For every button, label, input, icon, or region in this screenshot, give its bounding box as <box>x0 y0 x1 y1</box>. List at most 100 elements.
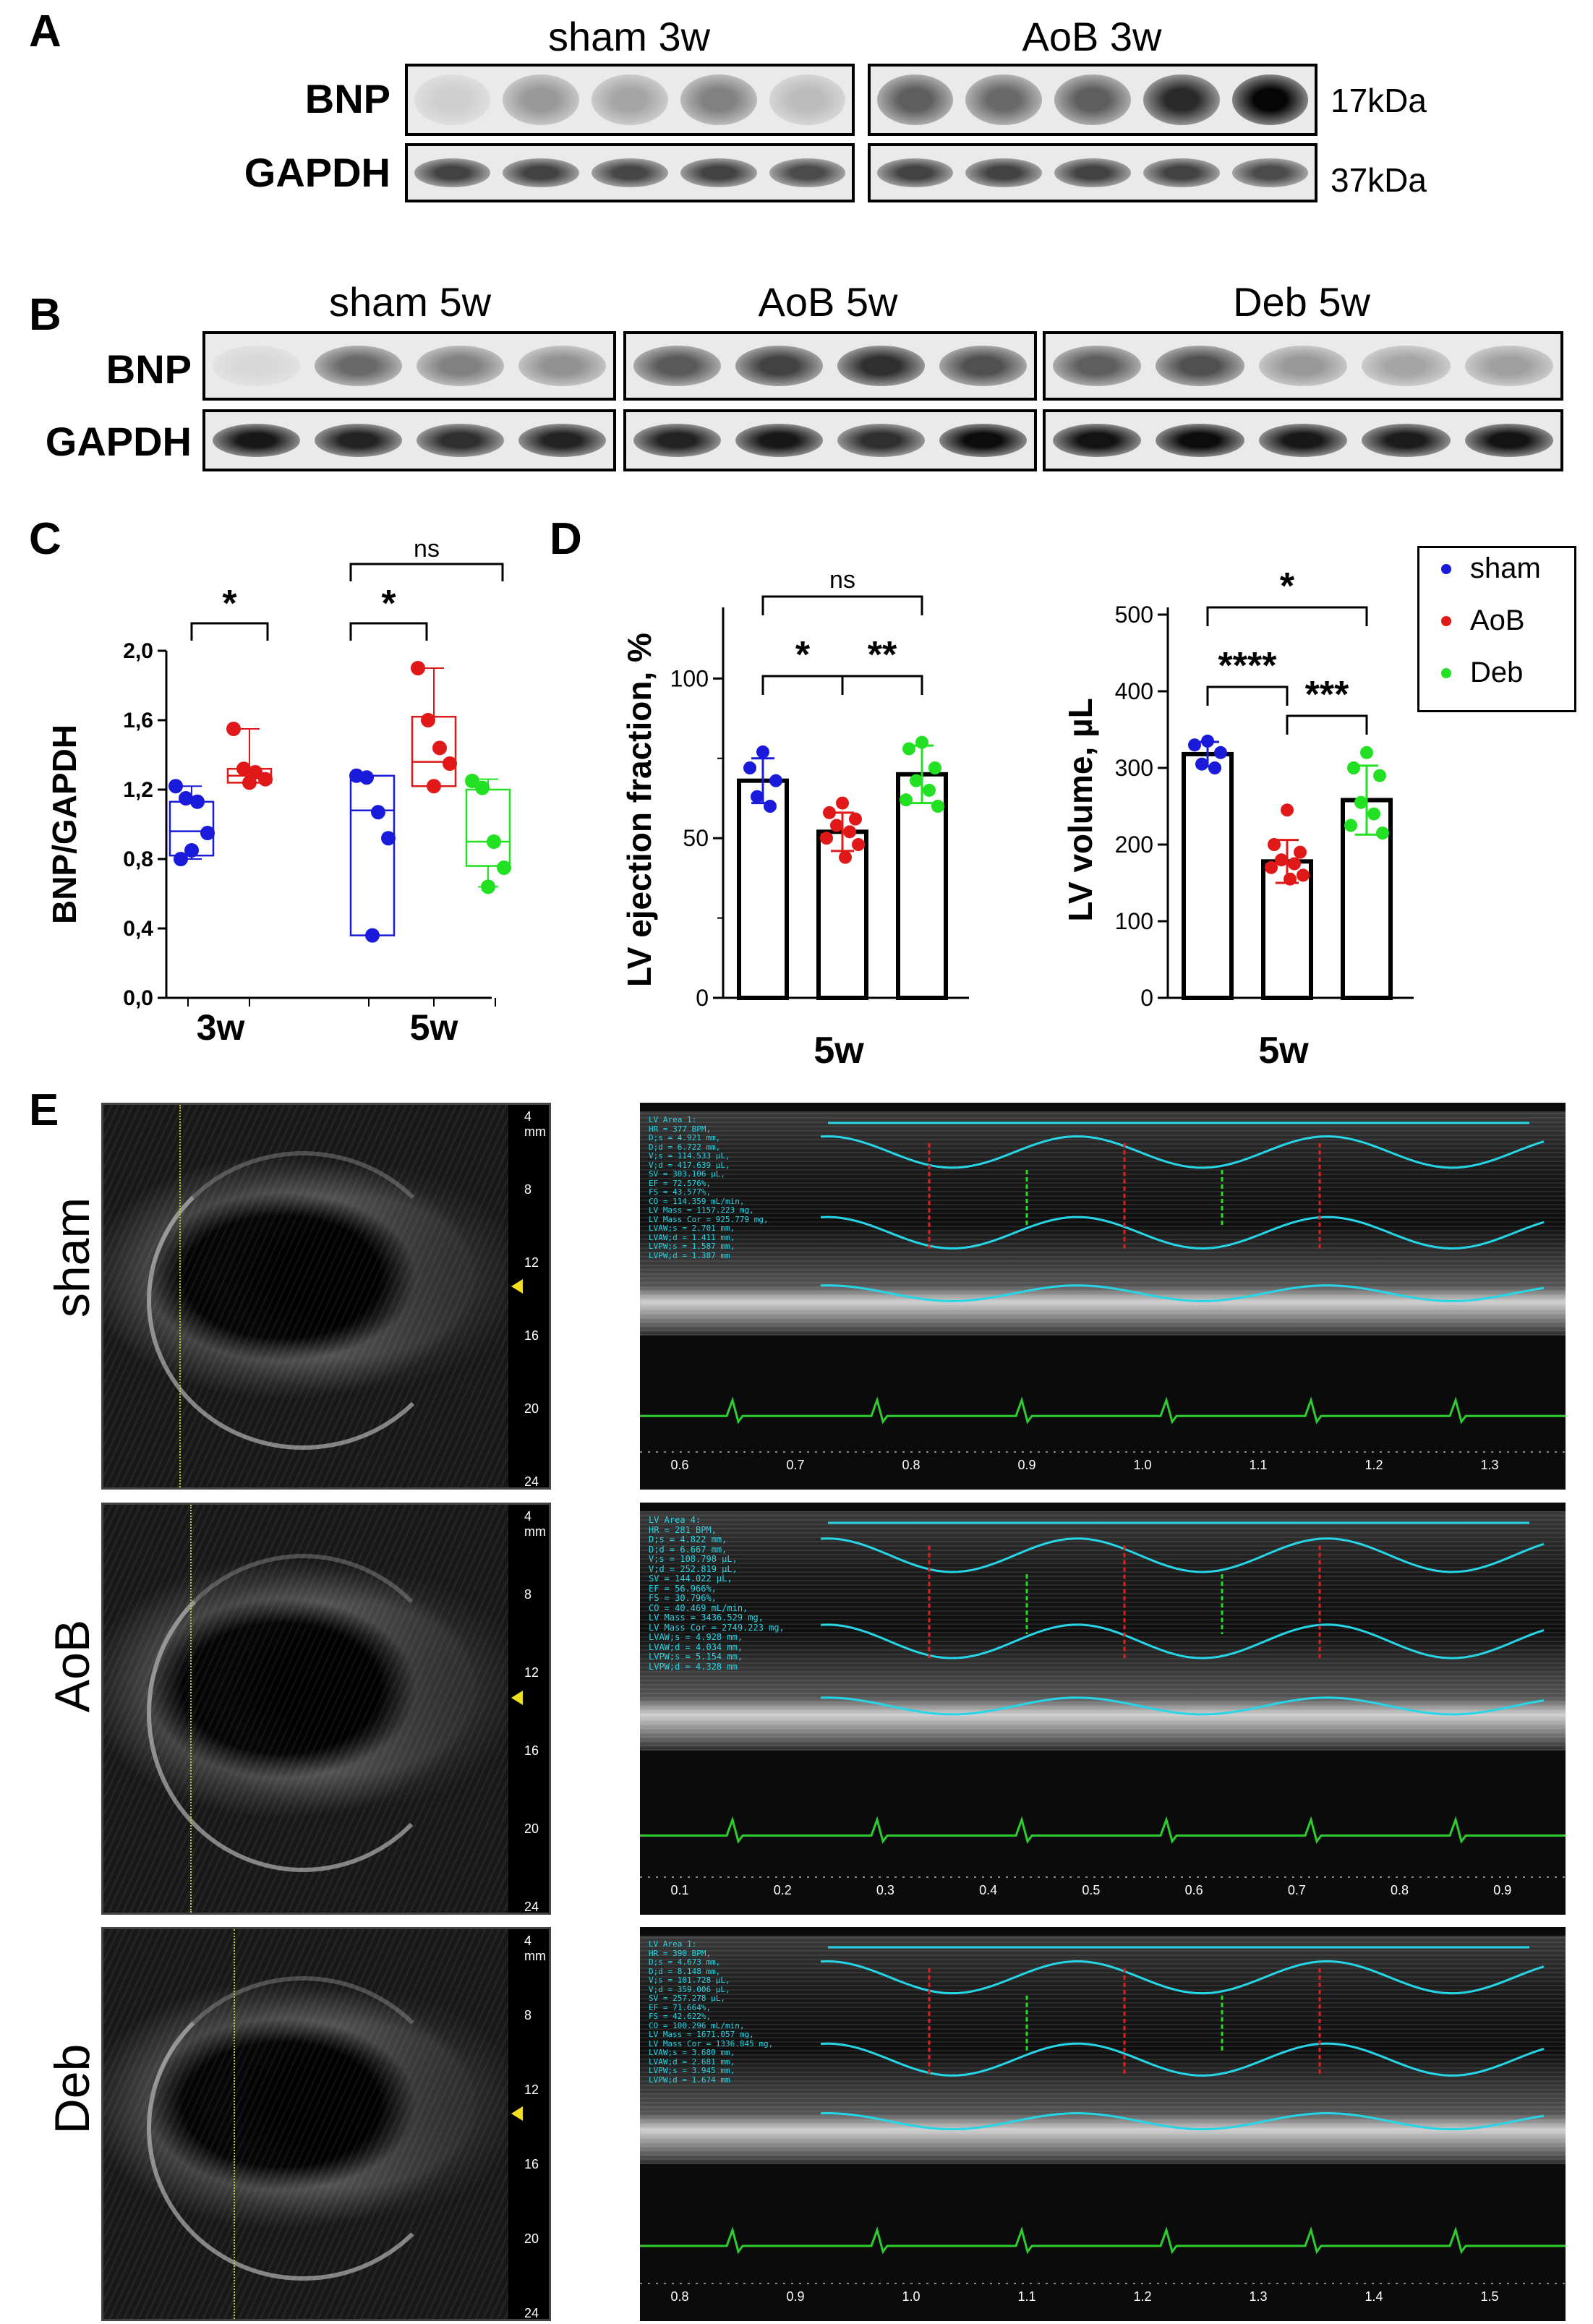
legend-marker-sham <box>1441 564 1451 574</box>
data-point <box>432 740 447 756</box>
time-tick-label: 0.2 <box>773 1883 792 1897</box>
y-tick-label: 0,0 <box>123 986 153 1010</box>
ecg-line <box>640 1396 1566 1424</box>
echo-depth-label: 24 <box>524 1900 539 1914</box>
echo-depth-label: 4 mm <box>524 1109 546 1139</box>
data-point <box>1284 872 1297 886</box>
blot-a-bnp-aob <box>868 64 1317 136</box>
echo-mmode-deb: LV Area 1: HR = 390 BPM, D;s = 4.673 mm,… <box>640 1927 1566 2321</box>
data-point <box>751 790 764 803</box>
data-point <box>1288 857 1301 871</box>
legend-marker-aob <box>1441 616 1451 626</box>
significance-bracket <box>761 675 844 695</box>
blot-band <box>633 424 722 457</box>
blot-band <box>1231 74 1309 125</box>
blot-band <box>416 424 505 457</box>
blot-b-gapdh-aob <box>623 409 1037 471</box>
significance-label: * <box>381 583 396 625</box>
lv-wall-tracing <box>820 1946 1545 2131</box>
blot-b-group-aob: AoB 5w <box>758 279 898 325</box>
y-axis-label: LV volume, µL <box>1062 698 1099 921</box>
data-point <box>1281 803 1294 817</box>
echo-wall-arc <box>147 1976 459 2281</box>
boxplot-bnp-gapdh: 0,0 0,4 0,8 1,2 1,6 2,0 BNP/GAPDH 3w 5w * * ns <box>46 535 511 1048</box>
blot-b-bnp-deb <box>1043 331 1563 401</box>
data-point <box>258 772 273 787</box>
significance-label: * <box>795 634 811 676</box>
panel-label-a: A <box>29 7 61 56</box>
time-tick-label: 1.5 <box>1480 2289 1499 2304</box>
time-tick-label: 0.3 <box>876 1883 894 1897</box>
blot-band <box>1054 74 1131 125</box>
data-point <box>226 722 241 736</box>
echo-depth-scale: 4 mm 8 12 16 20 24 <box>508 1105 549 1487</box>
y-axis-label: LV ejection fraction, % <box>620 633 658 987</box>
echo-mmode-cursor <box>234 1929 235 2319</box>
significance-bracket <box>1286 714 1368 735</box>
data-point <box>179 791 193 806</box>
box <box>349 774 396 936</box>
blot-band <box>680 158 757 187</box>
data-point <box>928 761 941 774</box>
data-point <box>1347 761 1360 774</box>
blot-band <box>414 158 491 187</box>
blot-band <box>735 424 824 457</box>
panel-label-b: B <box>29 290 61 340</box>
blot-band <box>503 74 579 125</box>
data-point <box>475 780 490 795</box>
time-tick-label: 0.9 <box>786 2289 805 2304</box>
blot-band <box>837 424 926 457</box>
data-point <box>820 832 833 845</box>
echo-mmode-sham: LV Area 1: HR = 377 BPM, D;s = 4.921 mm,… <box>640 1103 1566 1490</box>
time-tick-label: 0.8 <box>1391 1883 1409 1897</box>
bar <box>737 778 789 1000</box>
significance-label: * <box>222 583 237 625</box>
blot-band <box>876 74 954 125</box>
data-point <box>915 735 928 749</box>
blot-band <box>314 424 403 457</box>
blot-band <box>1464 424 1554 457</box>
data-point <box>836 796 849 810</box>
blot-band <box>1054 158 1131 187</box>
data-point <box>900 793 913 807</box>
echo-depth-label: 12 <box>524 1665 539 1680</box>
blot-band <box>633 346 722 386</box>
ecg-line <box>640 2226 1566 2255</box>
lv-trace-anterior <box>820 1960 1545 1995</box>
echo-depth-label: 4 mm <box>524 1934 546 1963</box>
data-point <box>381 831 396 846</box>
blot-b-bnp-aob <box>623 331 1037 401</box>
lv-trace-posterior <box>820 1216 1545 1249</box>
echo-wall-arc <box>147 1554 459 1872</box>
lv-wall-tracing <box>820 1521 1545 1716</box>
y-tick-label: 1,6 <box>123 709 153 732</box>
blot-band <box>1231 158 1309 187</box>
blot-band <box>965 158 1042 187</box>
blot-band <box>591 158 668 187</box>
significance-bracket <box>1206 685 1289 706</box>
blot-b-bnp-sham <box>202 331 616 401</box>
significance-label: ns <box>829 566 855 594</box>
data-point <box>902 742 915 756</box>
significance-label: **** <box>1218 645 1278 687</box>
blot-b-row-bnp: BNP <box>106 346 192 392</box>
y-tick-label: 300 <box>1115 755 1153 781</box>
blot-band <box>518 346 607 386</box>
lv-trace-anterior <box>820 1537 1545 1573</box>
data-point <box>931 800 944 813</box>
data-point <box>1294 845 1307 859</box>
data-point <box>411 661 425 675</box>
x-tick-label: 3w <box>197 1007 245 1048</box>
significance-bracket <box>190 622 269 641</box>
blot-band <box>1156 346 1244 386</box>
time-tick-label: 1.1 <box>1249 1458 1268 1472</box>
data-point <box>427 779 441 794</box>
data-point <box>1195 757 1208 771</box>
lv-trace-epicardium <box>820 1696 1545 1716</box>
time-tick-label: 0.6 <box>670 1458 689 1472</box>
data-point <box>1344 819 1357 832</box>
blot-band <box>518 424 607 457</box>
significance-label: ** <box>868 634 897 676</box>
blot-a-kda-bnp: 17kDa <box>1331 82 1427 119</box>
